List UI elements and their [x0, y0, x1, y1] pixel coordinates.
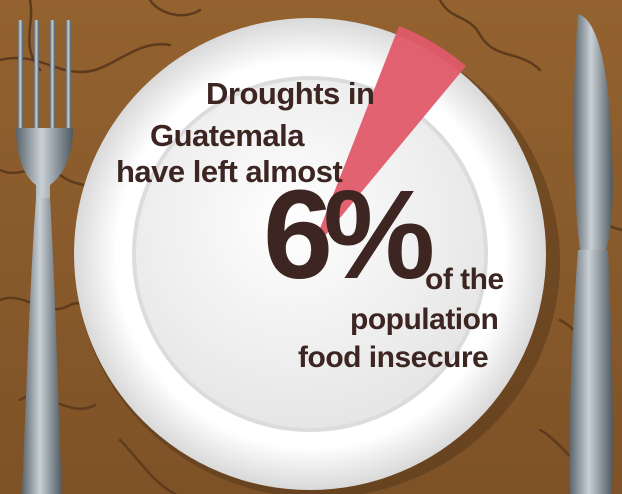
caption-line-2: population — [350, 303, 499, 336]
statistic-value: 6% — [263, 164, 435, 305]
knife-icon — [569, 14, 613, 494]
caption-line-3: food insecure — [298, 341, 489, 374]
headline-line-1: Droughts in — [206, 76, 375, 111]
statistic-slice — [310, 26, 466, 254]
fork-icon — [16, 20, 73, 494]
caption-line-1: of the — [425, 263, 504, 296]
headline-line-2: Guatemala — [150, 118, 305, 153]
headline-line-3: have left almost — [116, 154, 343, 189]
